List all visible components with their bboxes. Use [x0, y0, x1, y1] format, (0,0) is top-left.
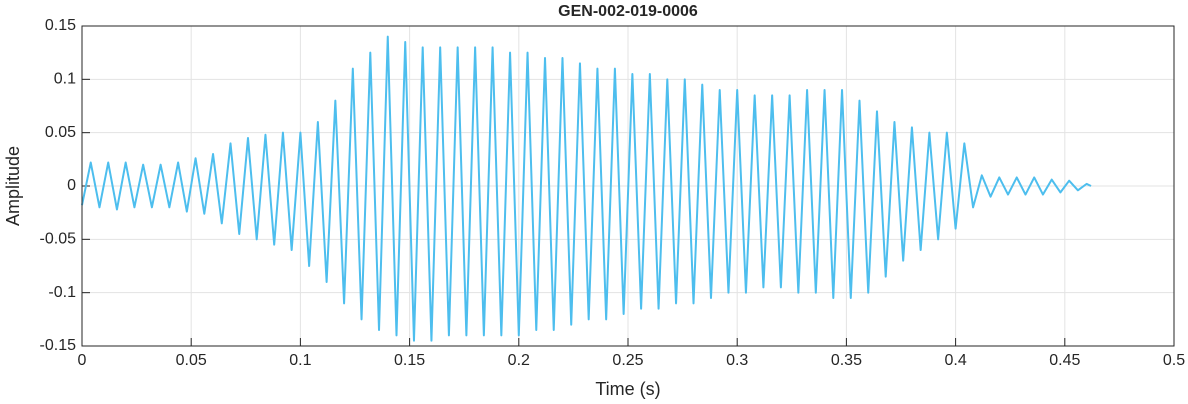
x-tick-label: 0.5 [1163, 352, 1185, 369]
y-tick-label: 0.05 [45, 124, 76, 141]
x-axis-label: Time (s) [595, 379, 660, 399]
x-tick-label: 0.25 [612, 352, 643, 369]
y-tick-label: 0 [67, 177, 76, 194]
y-tick-label: 0.15 [45, 17, 76, 34]
y-tick-label: -0.15 [40, 337, 77, 354]
x-tick-label: 0.05 [176, 352, 207, 369]
waveform [81, 35, 1092, 342]
plot-frame [81, 25, 1175, 347]
x-tick-label: 0.15 [394, 352, 425, 369]
y-tick-label: -0.05 [40, 231, 77, 248]
y-tick-label: 0.1 [54, 71, 76, 88]
x-tick-label: 0.1 [289, 352, 311, 369]
x-tick-label: 0.4 [944, 352, 966, 369]
x-tick-label: 0.45 [1049, 352, 1080, 369]
x-tick-label: 0.35 [831, 352, 862, 369]
y-tick-label: -0.1 [48, 284, 76, 301]
x-tick-label: 0 [78, 352, 87, 369]
chart-title: GEN-002-019-0006 [558, 3, 698, 20]
x-tick-label: 0.2 [508, 352, 530, 369]
y-axis-label: Amplitude [3, 146, 23, 226]
x-tick-label: 0.3 [726, 352, 748, 369]
